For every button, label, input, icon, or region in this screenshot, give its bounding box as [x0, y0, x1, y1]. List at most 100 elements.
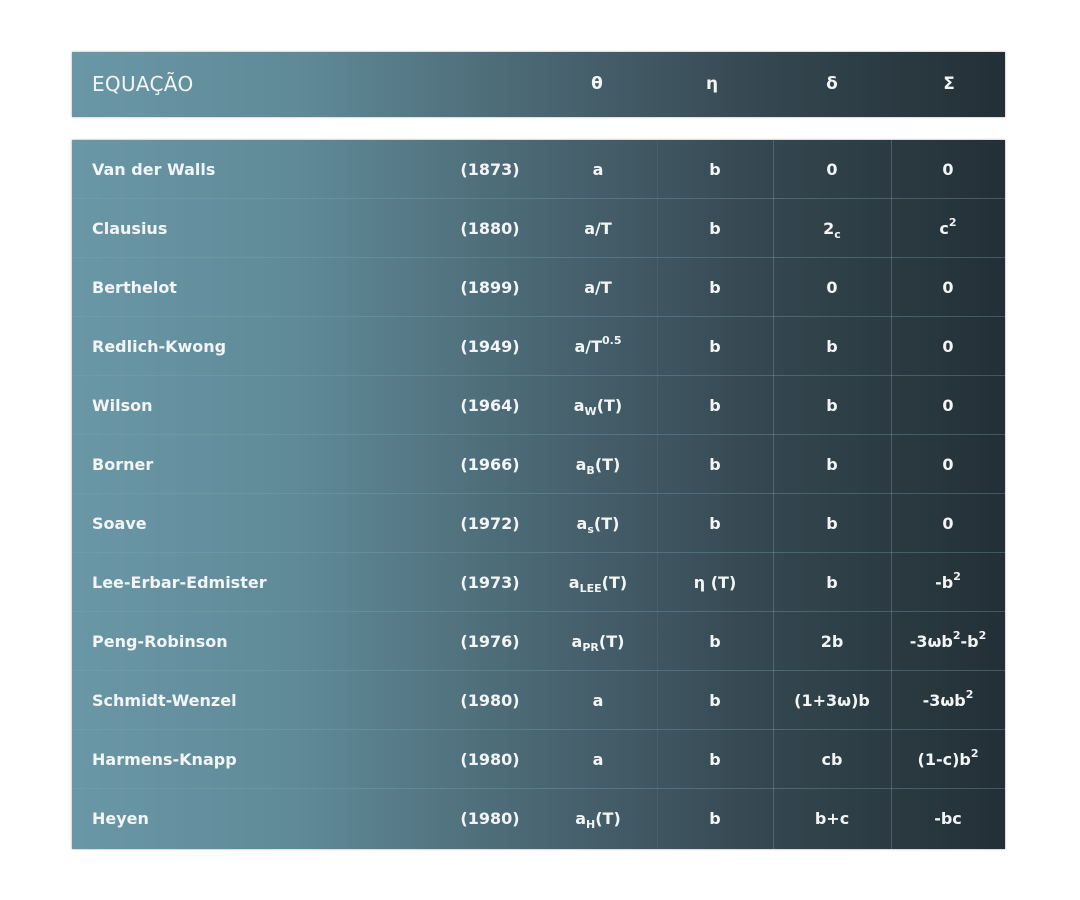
sigma-term: 0: [942, 160, 954, 179]
sigma-cell: 0: [891, 376, 1005, 435]
table-row: Soave (1972) as(T) b b 0: [72, 494, 1005, 553]
eta-term: b: [709, 219, 721, 238]
delta-cell: b: [773, 376, 891, 435]
theta-term: a/T: [574, 337, 603, 356]
header-delta: δ: [826, 74, 838, 94]
sigma-term: 2: [978, 629, 987, 642]
equation-year: (1873): [460, 160, 520, 179]
theta-term: a: [571, 632, 583, 651]
theta-term: a: [573, 396, 585, 415]
eta-cell: η (T): [657, 553, 773, 612]
theta-term: a: [592, 160, 604, 179]
equation-year: (1973): [460, 573, 520, 592]
equation-name: Heyen: [92, 809, 149, 828]
sigma-term: -3ωb: [922, 691, 966, 710]
theta-term: a: [576, 514, 588, 533]
sigma-term: 2: [965, 688, 974, 701]
theta-cell: a: [542, 730, 654, 789]
equation-year: (1966): [460, 455, 520, 474]
delta-cell: b: [773, 553, 891, 612]
sigma-cell: 0: [891, 317, 1005, 376]
equation-year: (1964): [460, 396, 520, 415]
table-row: Heyen (1980) aH(T) b b+c -bc: [72, 789, 1005, 848]
delta-term: b: [826, 573, 838, 592]
theta-cell: aB(T): [542, 435, 654, 494]
theta-term: 0.5: [602, 334, 622, 347]
sigma-cell: 0: [891, 140, 1005, 199]
eta-cell: b: [657, 258, 773, 317]
equation-name: Peng-Robinson: [92, 632, 228, 651]
equation-name: Schmidt-Wenzel: [92, 691, 237, 710]
delta-term: b+c: [814, 809, 850, 828]
eta-cell: b: [657, 671, 773, 730]
equation-year: (1949): [460, 337, 520, 356]
eta-term: b: [709, 396, 721, 415]
theta-cell: a/T: [542, 199, 654, 258]
eta-term: b: [709, 455, 721, 474]
delta-cell: b: [773, 494, 891, 553]
eta-term: b: [709, 278, 721, 297]
sigma-term: (1-c)b: [917, 750, 971, 769]
theta-term: PR: [582, 641, 599, 654]
sigma-cell: 0: [891, 435, 1005, 494]
sigma-cell: (1-c)b2: [891, 730, 1005, 789]
equation-name: Borner: [92, 455, 154, 474]
eta-cell: b: [657, 140, 773, 199]
sigma-cell: 0: [891, 258, 1005, 317]
equation-name: Lee-Erbar-Edmister: [92, 573, 267, 592]
column-divider: [657, 140, 658, 849]
sigma-term: 2: [970, 747, 979, 760]
sigma-term: 2: [952, 629, 961, 642]
delta-cell: 0: [773, 258, 891, 317]
equation-name: Van der Walls: [92, 160, 216, 179]
sigma-term: -bc: [934, 809, 962, 828]
theta-term: H: [586, 818, 596, 831]
theta-term: a: [575, 809, 587, 828]
theta-cell: aPR(T): [542, 612, 654, 671]
theta-cell: as(T): [542, 494, 654, 553]
theta-term: a: [575, 455, 587, 474]
sigma-term: 0: [942, 337, 954, 356]
table-row: Berthelot (1899) a/T b 0 0: [72, 258, 1005, 317]
theta-term: (T): [595, 809, 621, 828]
delta-term: b: [826, 514, 838, 533]
delta-term: 2: [823, 219, 835, 238]
theta-cell: a/T0.5: [542, 317, 654, 376]
theta-term: W: [584, 405, 597, 418]
theta-term: a: [568, 573, 580, 592]
sigma-term: 2: [953, 570, 961, 583]
eta-cell: b: [657, 435, 773, 494]
equation-year: (1976): [460, 632, 520, 651]
theta-cell: aH(T): [542, 789, 654, 848]
delta-cell: 2b: [773, 612, 891, 671]
eta-term: b: [709, 750, 721, 769]
sigma-cell: -3ωb2: [891, 671, 1005, 730]
table-row: Clausius (1880) a/T b 2c c2: [72, 199, 1005, 258]
table-row: Borner (1966) aB(T) b b 0: [72, 435, 1005, 494]
theta-term: (T): [594, 455, 621, 474]
sigma-term: c: [939, 219, 949, 238]
theta-cell: aW(T): [542, 376, 654, 435]
sigma-term: -b: [960, 632, 979, 651]
equation-name: Wilson: [92, 396, 153, 415]
theta-term: LEE: [579, 582, 602, 595]
header-eta: η: [705, 74, 719, 94]
theta-term: a/T: [584, 278, 612, 297]
equations-table: Van der Walls (1873) a b 0 0 Clausius (1880) a/T…: [72, 140, 1005, 849]
equation-year: (1980): [460, 750, 520, 769]
delta-term: cb: [821, 750, 843, 769]
header-theta: θ: [591, 74, 603, 94]
sigma-cell: -bc: [891, 789, 1005, 848]
equation-name: Soave: [92, 514, 147, 533]
equation-year: (1972): [460, 514, 520, 533]
theta-cell: a: [542, 140, 654, 199]
table-row: Van der Walls (1873) a b 0 0: [72, 140, 1005, 199]
sigma-term: -b: [935, 573, 954, 592]
header-sigma: Σ: [943, 74, 955, 94]
table-row: Wilson (1964) aW(T) b b 0: [72, 376, 1005, 435]
theta-term: (T): [601, 573, 628, 592]
delta-term: b: [826, 396, 838, 415]
equation-year: (1899): [460, 278, 520, 297]
eta-cell: b: [657, 376, 773, 435]
table-row: Schmidt-Wenzel (1980) a b (1+3ω)b -3ωb2: [72, 671, 1005, 730]
